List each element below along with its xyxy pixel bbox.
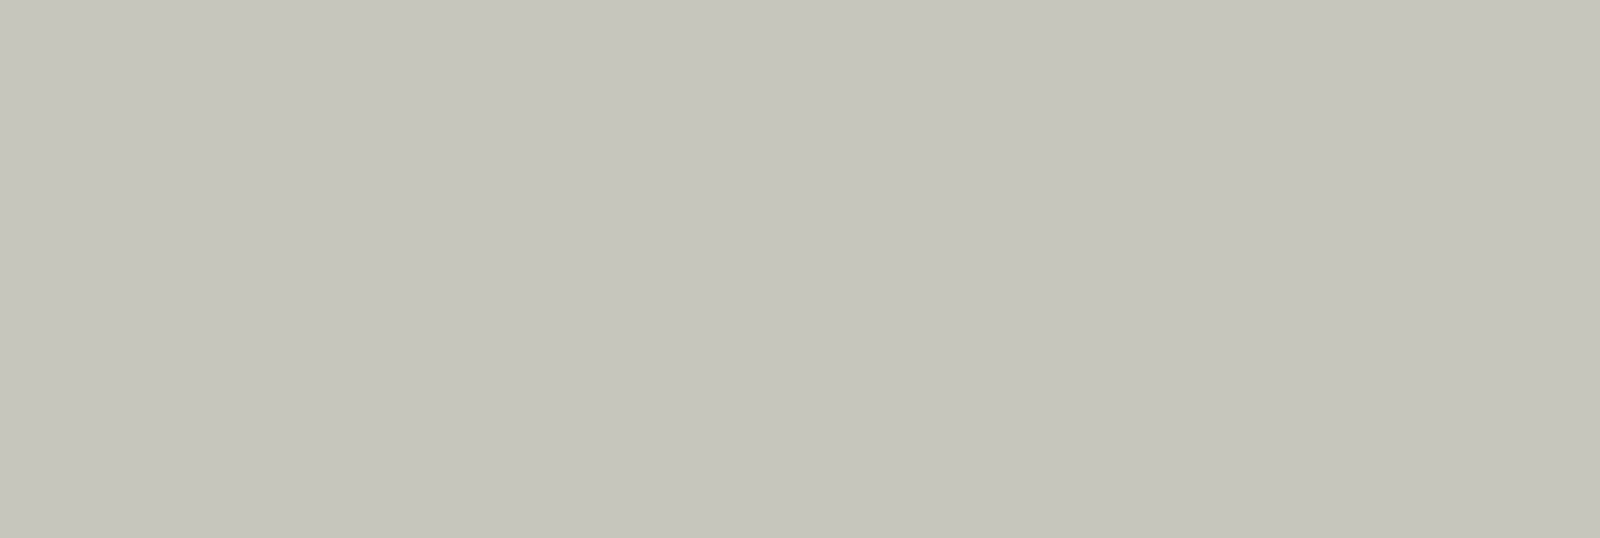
legend <box>10 498 970 520</box>
breeding-detail-table <box>958 64 1570 494</box>
breeding-batch-chart <box>0 0 945 496</box>
